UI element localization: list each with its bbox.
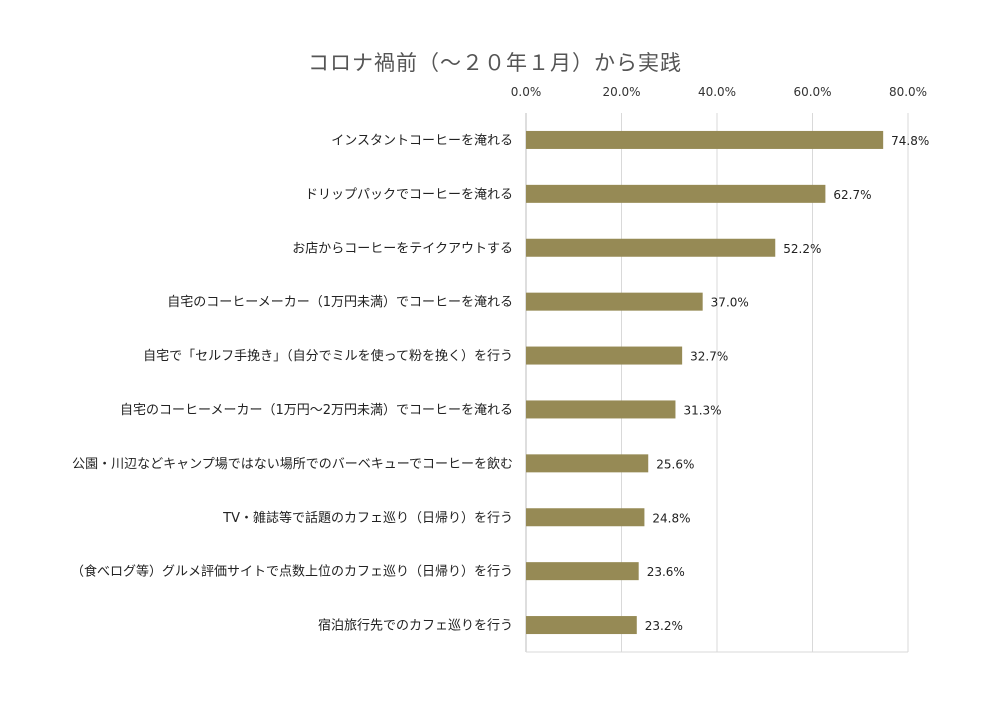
data-label: 62.7%: [833, 188, 871, 202]
bar: [526, 346, 683, 365]
category-label: 自宅のコーヒーメーカー（1万円未満）でコーヒーを淹れる: [167, 295, 513, 310]
bar: [526, 292, 703, 311]
data-label: 74.8%: [891, 134, 929, 148]
data-label: 24.8%: [652, 511, 690, 525]
x-tick-label: 60.0%: [793, 85, 831, 99]
bar: [526, 562, 639, 581]
bar: [526, 184, 826, 203]
x-tick-label: 80.0%: [889, 85, 927, 99]
data-label: 23.6%: [647, 565, 685, 579]
chart-title: コロナ禍前（～２０年１月）から実践: [308, 51, 682, 75]
bar: [526, 454, 649, 473]
x-tick-label: 0.0%: [511, 85, 542, 99]
category-label: 自宅で「セルフ手挽き」（自分でミルを使って粉を挽く）を行う: [143, 348, 513, 364]
category-label: 宿泊旅行先でのカフェ巡りを行う: [318, 618, 513, 634]
bar: [526, 508, 645, 527]
data-label: 37.0%: [711, 296, 749, 310]
data-label: 52.2%: [783, 242, 821, 256]
bars: [526, 130, 884, 635]
category-label: （食べログ等）グルメ評価サイトで点数上位のカフェ巡り（日帰り）を行う: [71, 564, 513, 580]
bar: [526, 400, 676, 419]
category-labels: インスタントコーヒーを淹れるドリップパックでコーヒーを淹れるお店からコーヒーをテ…: [71, 133, 513, 633]
data-label: 31.3%: [683, 403, 721, 417]
x-tick-label: 20.0%: [602, 85, 640, 99]
bar: [526, 130, 884, 149]
category-label: インスタントコーヒーを淹れる: [331, 133, 513, 148]
category-label: TV・雑誌等で話題のカフェ巡り（日帰り）を行う: [222, 510, 513, 526]
category-label: 自宅のコーヒーメーカー（1万円～2万円未満）でコーヒーを淹れる: [120, 403, 513, 418]
category-label: ドリップパックでコーヒーを淹れる: [305, 187, 513, 202]
x-axis-ticks: 0.0% 20.0% 40.0% 60.0% 80.0%: [511, 85, 927, 99]
data-labels: 74.8% 62.7% 52.2% 37.0% 32.7% 31.3% 25.6% 24.8%…: [645, 134, 930, 633]
x-tick-label: 40.0%: [698, 85, 736, 99]
data-label: 23.2%: [645, 619, 683, 633]
category-label: 公園・川辺などキャンプ場ではない場所でのバーベキューでコーヒーを飲む: [72, 456, 513, 472]
bar: [526, 616, 637, 635]
category-label: お店からコーヒーをテイクアウトする: [292, 241, 513, 256]
data-label: 32.7%: [690, 350, 728, 364]
bar: [526, 238, 776, 257]
data-label: 25.6%: [656, 457, 694, 471]
